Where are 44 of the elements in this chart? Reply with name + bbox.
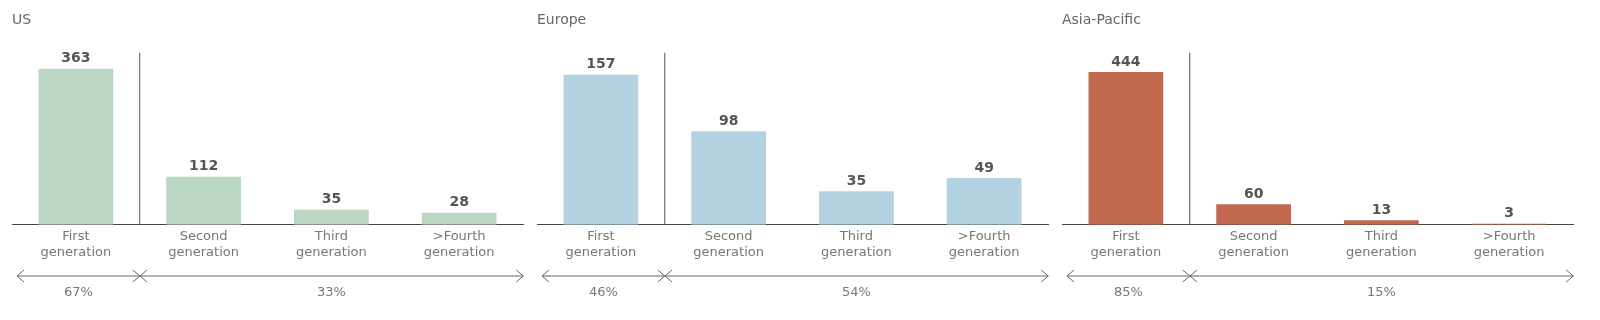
data-label: 28 <box>449 193 469 210</box>
data-label: 98 <box>718 111 739 128</box>
data-label: 49 <box>974 158 994 175</box>
data-label: 3 <box>1504 204 1514 221</box>
data-label: 363 <box>61 49 91 66</box>
x-tick-label: Second generation <box>1218 227 1289 259</box>
data-label: 444 <box>1111 52 1141 69</box>
data-label: 60 <box>1243 184 1264 201</box>
chart-title: Europe <box>537 11 587 28</box>
x-tick-label: Third generation <box>296 227 367 259</box>
data-label: 35 <box>321 190 342 207</box>
x-tick-label: First generation <box>1090 227 1162 259</box>
text: 85% <box>1113 283 1143 299</box>
chart-title: Asia-Pacific <box>1062 11 1141 28</box>
bar <box>946 177 1022 225</box>
text: 67% <box>63 283 93 299</box>
bar <box>421 212 497 225</box>
text: 46% <box>588 283 618 299</box>
chart-title: US <box>12 11 32 28</box>
x-tick-label: First generation <box>40 227 112 259</box>
x-tick-label: Third generation <box>1346 227 1417 259</box>
bar <box>563 74 639 225</box>
x-tick-label: >Fourth generation <box>423 227 495 259</box>
data-label: 157 <box>586 55 616 72</box>
data-label: 13 <box>1371 200 1392 217</box>
x-tick-label: Third generation <box>821 227 892 259</box>
bar <box>294 209 369 225</box>
bar <box>166 176 241 225</box>
text: 33% <box>316 283 346 299</box>
data-label: 35 <box>846 172 867 188</box>
x-tick-label: First generation <box>565 227 637 259</box>
x-tick-label: Second generation <box>168 227 239 259</box>
data-label: 112 <box>189 157 219 174</box>
bar <box>38 68 114 225</box>
bar <box>1344 220 1419 225</box>
bar <box>1216 204 1291 225</box>
text: 54% <box>841 283 871 299</box>
x-tick-label: Second generation <box>693 227 764 259</box>
bar <box>691 131 766 225</box>
x-tick-label: >Fourth generation <box>1473 227 1545 259</box>
bar <box>1088 72 1164 225</box>
x-tick-label: >Fourth generation <box>948 227 1020 259</box>
text: 15% <box>1366 283 1396 299</box>
bar <box>819 191 894 225</box>
